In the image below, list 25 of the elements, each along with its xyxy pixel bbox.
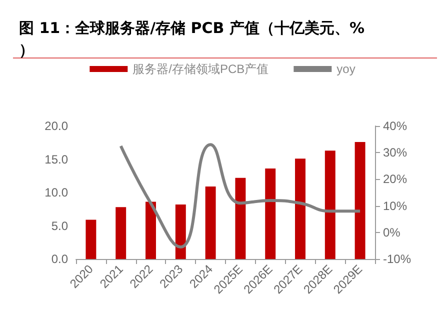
bar <box>295 158 306 259</box>
chart-title: 图 11：全球服务器/存储 PCB 产值（十亿美元、%） <box>19 19 364 59</box>
bar <box>175 204 186 259</box>
legend-label: 服务器/存储领域PCB产值 <box>132 62 269 76</box>
y2-tick-label: 10% <box>383 198 408 213</box>
bar <box>354 142 366 259</box>
y-tick-label: 5.0 <box>51 218 68 233</box>
y-tick-label: 15.0 <box>44 152 68 166</box>
y-tick-label: 20.0 <box>44 119 68 133</box>
y-tick-label: 10.0 <box>44 186 68 200</box>
bar <box>265 168 276 259</box>
legend-label: yoy <box>336 62 356 76</box>
y2-tick-label: 20% <box>383 172 408 186</box>
bar <box>235 178 246 259</box>
bar <box>116 207 126 259</box>
bar <box>146 202 156 259</box>
y2-tick-label: -10% <box>383 252 412 266</box>
y2-tick-label: 0% <box>383 225 401 240</box>
bar <box>324 150 336 259</box>
y-tick-label: 0.0 <box>51 252 68 266</box>
line-series <box>119 143 362 249</box>
bar <box>205 186 216 259</box>
y2-tick-label: 30% <box>383 146 408 160</box>
bar <box>86 220 96 259</box>
y2-tick-label: 40% <box>383 119 408 133</box>
